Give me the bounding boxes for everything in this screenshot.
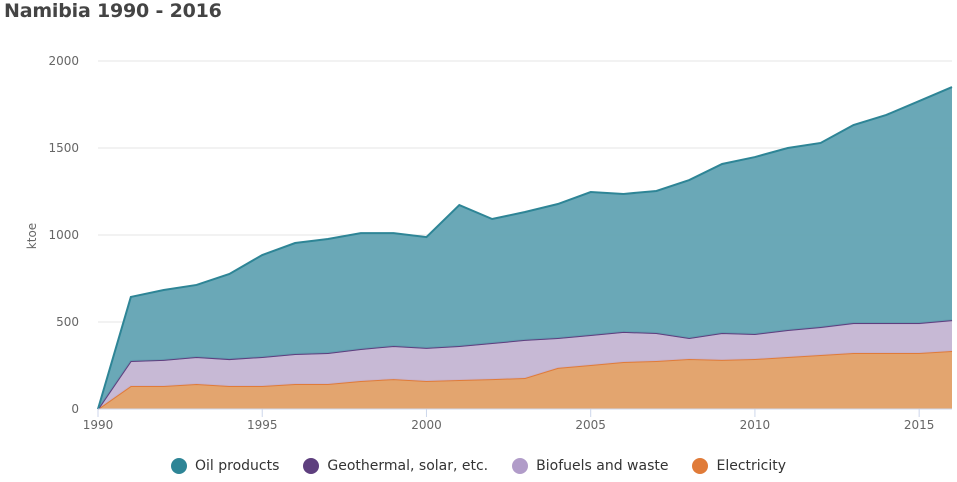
chart-title: Namibia 1990 - 2016 <box>4 0 222 22</box>
chart-plot: 0 500 1000 1500 2000 1990 1995 2000 2005 2010 2015… <box>25 54 953 432</box>
y-tick-label: 500 <box>56 315 79 329</box>
y-axis-label: ktoe <box>25 223 39 249</box>
legend-item-oil-products[interactable]: Oil products <box>170 458 280 474</box>
legend: Oil products Geothermal, solar, etc. Biofu… <box>0 458 957 474</box>
legend-label: Electricity <box>716 458 787 474</box>
x-tick-label: 1990 <box>83 418 114 432</box>
area-electricity <box>98 351 952 409</box>
legend-label: Geothermal, solar, etc. <box>327 458 489 474</box>
area-biofuels-and-waste <box>98 320 952 409</box>
x-tick-label: 2005 <box>575 418 606 432</box>
legend-label: Biofuels and waste <box>536 458 669 474</box>
x-tick-label: 1995 <box>247 418 278 432</box>
legend-marker-icon <box>170 458 187 474</box>
x-tick-label: 2010 <box>740 418 771 432</box>
legend-marker-icon <box>692 458 709 474</box>
y-tick-label: 0 <box>71 402 79 416</box>
line-oil-products <box>97 86 953 410</box>
x-tick-label: 2015 <box>904 418 935 432</box>
y-tick-label: 1500 <box>48 141 79 155</box>
legend-item-biofuels-and-waste[interactable]: Biofuels and waste <box>512 458 668 474</box>
legend-item-geothermal-solar-etc[interactable]: Geothermal, solar, etc. <box>303 458 488 474</box>
legend-label: Oil products <box>194 458 280 474</box>
area-oil-products <box>98 87 952 409</box>
y-tick-label: 2000 <box>48 54 79 68</box>
legend-marker-icon <box>303 458 320 474</box>
x-tick-label: 2000 <box>411 418 442 432</box>
legend-marker-icon <box>512 458 529 474</box>
legend-item-electricity[interactable]: Electricity <box>692 458 786 474</box>
y-tick-label: 1000 <box>48 228 79 242</box>
